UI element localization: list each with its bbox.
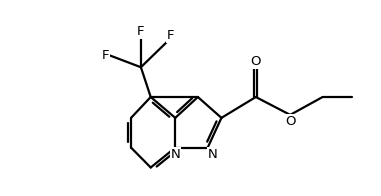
Text: F: F	[166, 29, 174, 42]
Text: O: O	[285, 115, 295, 128]
Text: N: N	[208, 148, 218, 161]
Text: F: F	[102, 49, 109, 62]
Text: O: O	[251, 55, 261, 68]
Text: F: F	[137, 25, 145, 38]
Text: N: N	[170, 148, 180, 161]
